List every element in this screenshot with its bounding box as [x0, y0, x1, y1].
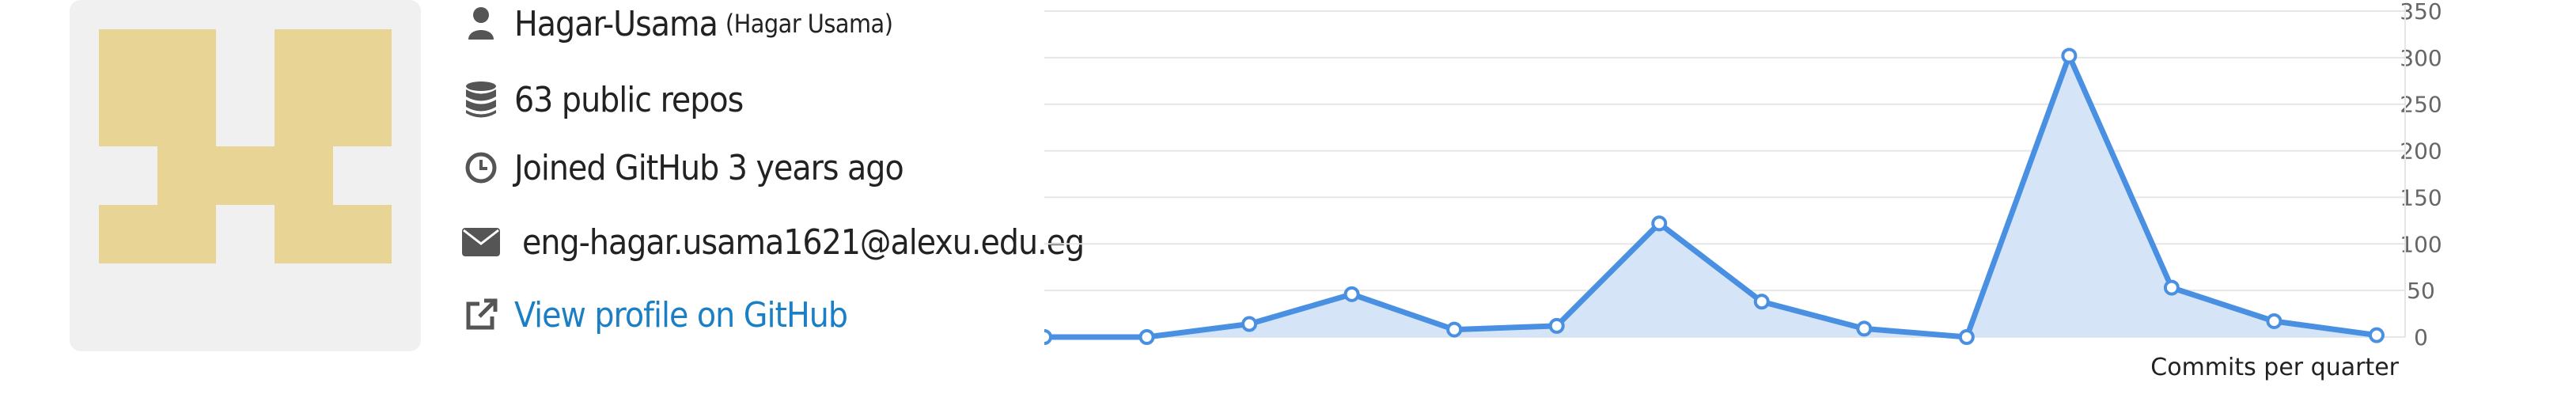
email-row: eng-hagar.usama1621@alexu.edu.eg	[459, 218, 1085, 266]
repos-row: 63 public repos	[459, 76, 744, 123]
x-axis-label: Commits per quarter	[2150, 354, 2399, 381]
data-point	[1651, 215, 1668, 232]
y-tick-label: 200	[2400, 138, 2442, 165]
user-icon	[459, 2, 503, 46]
data-point	[1036, 329, 1052, 345]
github-profile-link[interactable]: View profile on GitHub	[514, 294, 848, 335]
repos-count: 63 public repos	[514, 79, 744, 120]
avatar	[70, 0, 421, 351]
envelope-icon	[459, 220, 503, 264]
y-tick-label: 350	[2400, 0, 2442, 25]
data-point	[1241, 316, 1258, 332]
y-tick-label: 100	[2400, 231, 2442, 257]
external-link-icon	[459, 293, 503, 337]
data-point	[1446, 321, 1463, 338]
username: Hagar-Usama	[514, 3, 718, 44]
full-name: (Hagar Usama)	[725, 9, 893, 39]
data-point	[2369, 327, 2385, 343]
data-point	[1548, 317, 1565, 334]
data-point	[1753, 294, 1770, 310]
email: eng-hagar.usama1621@alexu.edu.eg	[522, 222, 1085, 263]
y-tick-label: 300	[2400, 45, 2442, 71]
joined-date: Joined GitHub 3 years ago	[514, 147, 904, 188]
commits-chart: 0 50 100 150 200 250 300 350 Commits per quarter	[1036, 0, 2576, 410]
data-point	[2266, 313, 2282, 329]
data-point	[1856, 320, 1873, 337]
data-point	[2163, 279, 2180, 296]
y-tick-label: 50	[2407, 278, 2435, 304]
data-point	[1138, 329, 1155, 345]
commits-chart-svg: 0 50 100 150 200 250 300 350 Commits per quarter	[1036, 0, 2442, 381]
database-icon	[459, 78, 503, 122]
data-point	[1343, 286, 1360, 302]
y-tick-label: 0	[2414, 324, 2428, 350]
clock-icon	[459, 146, 503, 190]
username-row: Hagar-Usama (Hagar Usama)	[459, 0, 893, 47]
profile-link-row[interactable]: View profile on GitHub	[459, 291, 848, 339]
y-tick-label: 250	[2400, 92, 2442, 118]
area-fill	[1044, 55, 2377, 337]
identicon	[99, 29, 392, 263]
series-line	[1044, 53, 2377, 340]
joined-row: Joined GitHub 3 years ago	[459, 144, 904, 191]
data-point	[1958, 329, 1975, 345]
data-point	[2061, 47, 2078, 64]
y-tick-label: 150	[2400, 184, 2442, 210]
profile-info: Hagar-Usama (Hagar Usama) 63 public repo…	[459, 0, 1085, 410]
